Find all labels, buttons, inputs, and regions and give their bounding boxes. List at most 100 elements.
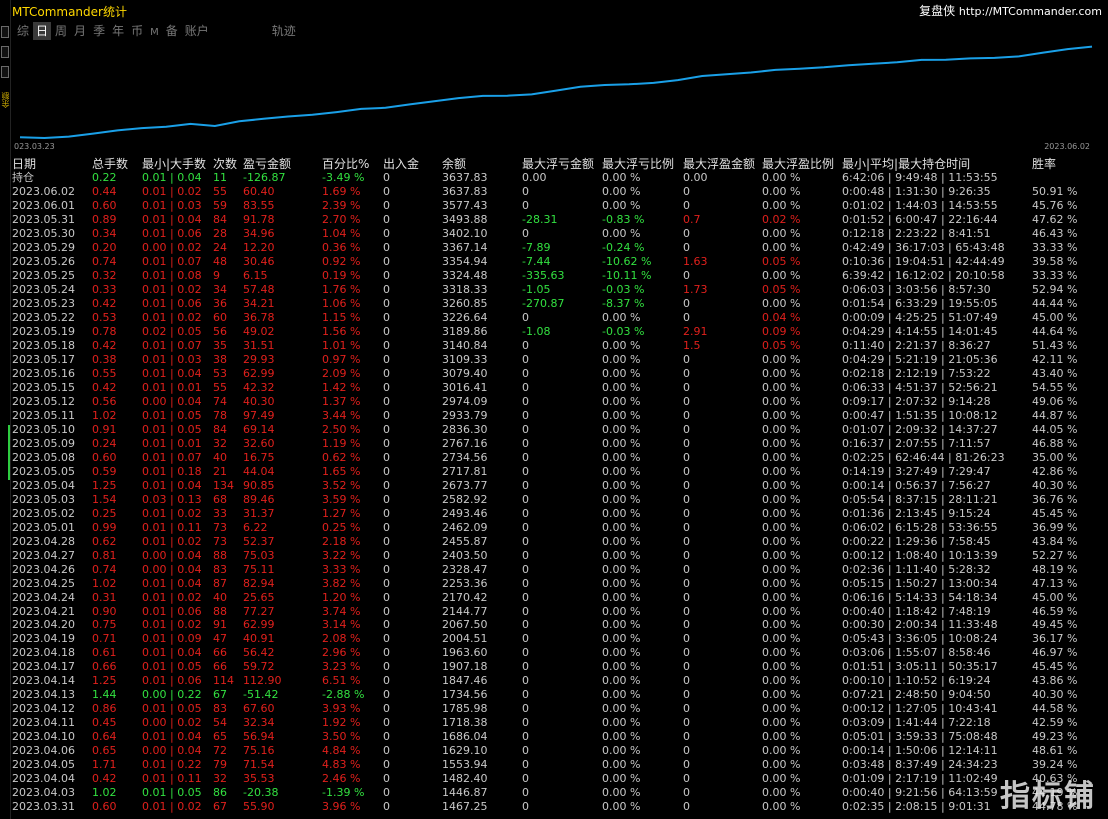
table-cell: 2253.36	[442, 576, 488, 590]
table-row[interactable]: 2023.04.13 1.44 0.00 | 0.22 67 -51.42 -2.88 %…	[12, 688, 1108, 702]
table-row[interactable]: 2023.05.22 0.53 0.01 | 0.02 60 36.78 1.15 % 0 3…	[12, 311, 1108, 325]
table-row[interactable]: 2023.05.03 1.54 0.03 | 0.13 68 89.46 3.59 % 0 2…	[12, 493, 1108, 507]
table-row[interactable]: 2023.05.04 1.25 0.01 | 0.04 134 90.85 3.52 % 0…	[12, 479, 1108, 493]
table-row[interactable]: 2023.04.17 0.66 0.01 | 0.05 66 59.72 3.23 % 0 1…	[12, 660, 1108, 674]
table-row[interactable]: 2023.04.18 0.61 0.01 | 0.04 66 56.42 2.96 % 0 1…	[12, 646, 1108, 660]
table-cell: 2023.05.11	[12, 408, 75, 422]
table-row[interactable]: 2023.05.23 0.42 0.01 | 0.06 36 34.21 1.06 % 0 3…	[12, 297, 1108, 311]
tab-8[interactable]: 备	[165, 24, 178, 38]
table-row[interactable]: 2023.05.16 0.55 0.01 | 0.04 53 62.99 2.09 % 0 3…	[12, 367, 1108, 381]
table-row[interactable]: 2023.05.05 0.59 0.01 | 0.18 21 44.04 1.65 % 0 2…	[12, 465, 1108, 479]
table-cell: 1.19 %	[322, 436, 361, 450]
table-row[interactable]: 2023.05.11 1.02 0.01 | 0.05 78 97.49 3.44 % 0 2…	[12, 409, 1108, 423]
toolbar-handle[interactable]	[1, 46, 9, 58]
table-row[interactable]: 2023.05.24 0.33 0.01 | 0.02 34 57.48 1.76 % 0 3…	[12, 283, 1108, 297]
table-row[interactable]: 2023.04.19 0.71 0.01 | 0.09 47 40.91 2.08 % 0 2…	[12, 632, 1108, 646]
table-row[interactable]: 2023.03.31 0.60 0.01 | 0.02 67 55.90 3.96 % 0 1…	[12, 800, 1108, 814]
table-cell: -7.89	[522, 240, 551, 254]
column-header[interactable]: 最大浮盈金额	[683, 157, 756, 171]
table-cell: 0.00 %	[602, 618, 641, 632]
column-header[interactable]: 盈亏金额	[243, 157, 292, 171]
table-row[interactable]: 2023.04.21 0.90 0.01 | 0.06 88 77.27 3.74 % 0 2…	[12, 605, 1108, 619]
tab-5[interactable]: 年	[112, 24, 125, 38]
table-cell: 36.78	[243, 310, 275, 324]
brand-url-link[interactable]: http://MTCommander.com	[958, 5, 1102, 18]
table-row[interactable]: 2023.05.31 0.89 0.01 | 0.04 84 91.78 2.70 % 0 3…	[12, 213, 1108, 227]
table-cell: 0.00 %	[762, 772, 801, 786]
table-row[interactable]: 2023.05.10 0.91 0.01 | 0.05 84 69.14 2.50 % 0 2…	[12, 423, 1108, 437]
table-row[interactable]: 2023.04.04 0.42 0.01 | 0.11 32 35.53 2.46 % 0 1…	[12, 772, 1108, 786]
column-header[interactable]: 最大浮亏比例	[602, 157, 675, 171]
column-header[interactable]: 次数	[213, 157, 238, 171]
table-row[interactable]: 2023.05.15 0.42 0.01 | 0.01 55 42.32 1.42 % 0 3…	[12, 381, 1108, 395]
table-cell: 40	[213, 450, 227, 464]
table-cell: 2717.81	[442, 464, 488, 478]
column-header[interactable]: 百分比%	[322, 157, 370, 171]
column-header[interactable]: 余额	[442, 157, 467, 171]
table-cell: 2673.77	[442, 478, 488, 492]
table-cell: 0.00 %	[762, 730, 801, 744]
tab-9[interactable]: 账户	[184, 24, 209, 38]
table-row[interactable]: 2023.04.28 0.62 0.01 | 0.02 73 52.37 2.18 % 0 2…	[12, 535, 1108, 549]
table-row[interactable]: 2023.05.25 0.32 0.01 | 0.08 9 6.15 0.19 % 0 332…	[12, 269, 1108, 283]
table-cell: 46.97 %	[1032, 646, 1078, 660]
toolbar-handle[interactable]	[1, 26, 9, 38]
table-row[interactable]: 2023.05.26 0.74 0.01 | 0.07 48 30.46 0.92 % 0 3…	[12, 255, 1108, 269]
table-row[interactable]: 2023.04.25 1.02 0.01 | 0.04 87 82.94 3.82 % 0 2…	[12, 577, 1108, 591]
tab-4[interactable]: 季	[93, 24, 106, 38]
tab-6[interactable]: 币	[131, 24, 144, 38]
table-row[interactable]: 2023.05.08 0.60 0.01 | 0.07 40 16.75 0.62 % 0 2…	[12, 451, 1108, 465]
tab-7[interactable]: M	[150, 27, 159, 38]
table-row[interactable]: 2023.04.14 1.25 0.01 | 0.06 114 112.90 6.51 %…	[12, 674, 1108, 688]
table-row[interactable]: 2023.04.10 0.64 0.01 | 0.04 65 56.94 3.50 % 0 1…	[12, 730, 1108, 744]
table-cell: 0.90	[92, 604, 117, 618]
tab-2[interactable]: 周	[55, 24, 68, 38]
table-cell: 0	[683, 240, 690, 254]
toolbar-handle[interactable]	[1, 66, 9, 78]
table-row[interactable]: 2023.05.01 0.99 0.01 | 0.11 73 6.22 0.25 % 0 24…	[12, 521, 1108, 535]
table-row[interactable]: 2023.04.26 0.74 0.00 | 0.04 83 75.11 3.33 % 0 2…	[12, 563, 1108, 577]
table-row[interactable]: 2023.04.06 0.65 0.00 | 0.04 72 75.16 4.84 % 0 1…	[12, 744, 1108, 758]
column-header[interactable]: 最小|大手数	[142, 157, 207, 171]
table-row[interactable]: 2023.05.02 0.25 0.01 | 0.02 33 31.37 1.27 % 0 2…	[12, 507, 1108, 521]
table-cell: 1629.10	[442, 744, 488, 758]
table-cell: -0.83 %	[602, 212, 645, 226]
position-row[interactable]: 持仓 0.22 0.01 | 0.04 11 -126.87 -3.49 % 0 3637.8…	[12, 171, 1108, 185]
table-row[interactable]: 2023.04.11 0.45 0.00 | 0.02 54 32.34 1.92 % 0 1…	[12, 716, 1108, 730]
table-row[interactable]: 2023.06.02 0.44 0.01 | 0.02 55 60.40 1.69 % 0 3…	[12, 185, 1108, 199]
table-row[interactable]: 2023.05.17 0.38 0.01 | 0.03 38 29.93 0.97 % 0 3…	[12, 353, 1108, 367]
tab-3[interactable]: 月	[74, 24, 87, 38]
table-row[interactable]: 2023.05.30 0.34 0.01 | 0.06 28 34.96 1.04 % 0 3…	[12, 227, 1108, 241]
tab-10[interactable]: 轨迹	[271, 24, 296, 38]
table-row[interactable]: 2023.05.19 0.78 0.02 | 0.05 56 49.02 1.56 % 0 3…	[12, 325, 1108, 339]
table-row[interactable]: 2023.04.24 0.31 0.01 | 0.02 40 25.65 1.20 % 0 2…	[12, 591, 1108, 605]
table-row[interactable]: 2023.04.03 1.02 0.01 | 0.05 86 -20.38 -1.39 %…	[12, 786, 1108, 800]
column-header[interactable]: 最大浮亏金额	[522, 157, 595, 171]
table-cell: 0:02:25 | 62:46:44 | 81:26:23	[842, 450, 1005, 464]
tab-1[interactable]: 日	[33, 22, 52, 40]
table-cell: 0	[383, 506, 390, 520]
table-row[interactable]: 2023.04.12 0.86 0.01 | 0.05 83 67.60 3.93 % 0 1…	[12, 702, 1108, 716]
table-row[interactable]: 2023.06.01 0.60 0.01 | 0.03 59 83.55 2.39 % 0 3…	[12, 199, 1108, 213]
column-header[interactable]: 胜率	[1032, 157, 1057, 171]
table-cell: 0:00:12 | 1:27:05 | 10:43:41	[842, 702, 998, 716]
column-header[interactable]: 最小|平均|最大持仓时间	[842, 157, 971, 171]
tab-0[interactable]: 综	[17, 24, 30, 38]
table-cell: 0.42	[92, 772, 117, 786]
table-row[interactable]: 2023.04.05 1.71 0.01 | 0.22 79 71.54 4.83 % 0 1…	[12, 758, 1108, 772]
table-cell: 0.78	[92, 324, 117, 338]
table-cell: 2023.05.22	[12, 310, 75, 324]
column-header[interactable]: 总手数	[92, 157, 129, 171]
table-cell: 1.15 %	[322, 310, 361, 324]
column-header[interactable]: 最大浮盈比例	[762, 157, 835, 171]
table-cell: 2023.05.10	[12, 422, 75, 436]
table-cell: 77.27	[243, 604, 275, 618]
column-header[interactable]: 出入金	[383, 157, 420, 171]
column-header[interactable]: 日期	[12, 157, 37, 171]
table-row[interactable]: 2023.05.18 0.42 0.01 | 0.07 35 31.51 1.01 % 0 3…	[12, 339, 1108, 353]
table-row[interactable]: 2023.04.27 0.81 0.00 | 0.04 88 75.03 3.22 % 0 2…	[12, 549, 1108, 563]
table-row[interactable]: 2023.05.09 0.24 0.01 | 0.01 32 32.60 1.19 % 0 2…	[12, 437, 1108, 451]
table-row[interactable]: 2023.04.20 0.75 0.01 | 0.02 91 62.99 3.14 % 0 2…	[12, 618, 1108, 632]
table-row[interactable]: 2023.05.12 0.56 0.00 | 0.04 74 40.30 1.37 % 0 2…	[12, 395, 1108, 409]
table-row[interactable]: 2023.05.29 0.20 0.00 | 0.02 24 12.20 0.36 % 0 3…	[12, 241, 1108, 255]
